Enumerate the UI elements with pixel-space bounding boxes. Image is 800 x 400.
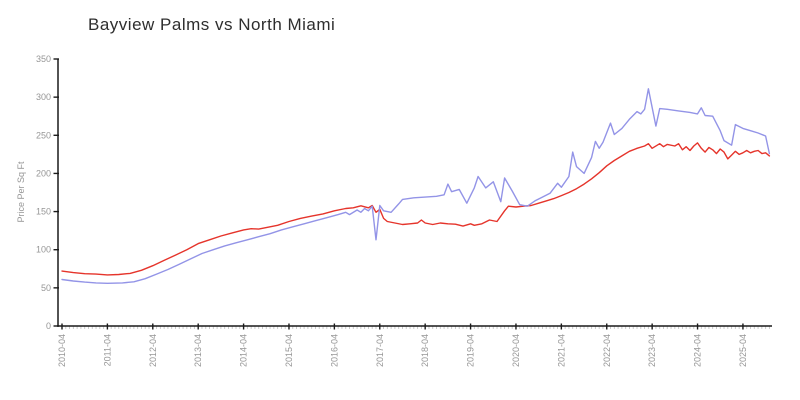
y-tick-label: 200: [36, 168, 51, 178]
x-tick-label: 2011-04: [102, 334, 112, 366]
y-tick-label: 150: [36, 207, 51, 217]
x-tick-label: 2023-04: [647, 334, 657, 367]
axis-tick-labels: 0 50 100 150 200 250 300 350 2010-04 2011-04 2012-…: [36, 54, 748, 367]
x-tick-label: 2018-04: [420, 334, 430, 367]
x-tick-label: 2015-04: [284, 334, 294, 367]
x-tick-label: 2012-04: [148, 334, 158, 367]
x-tick-label: 2013-04: [193, 334, 203, 367]
y-tick-label: 100: [36, 245, 51, 255]
x-tick-label: 2016-04: [329, 334, 339, 367]
y-tick-label: 350: [36, 54, 51, 64]
x-tick-label: 2025-04: [738, 334, 748, 367]
x-tick-label: 2020-04: [511, 334, 521, 367]
y-axis-label: Price Per Sq Ft: [16, 161, 26, 223]
x-tick-label: 2014-04: [239, 334, 249, 367]
x-tick-label: 2017-04: [375, 334, 385, 367]
series-line-blue: [61, 88, 771, 284]
x-tick-label: 2019-04: [466, 334, 476, 367]
x-tick-label: 2022-04: [602, 334, 612, 367]
y-tick-label: 50: [41, 283, 51, 293]
axes: [57, 59, 772, 327]
y-tick-label: 0: [46, 321, 51, 331]
x-tick-label: 2021-04: [556, 334, 566, 367]
x-axis-minor-ticks: [61, 326, 770, 329]
x-tick-label: 2010-04: [57, 334, 67, 367]
y-tick-label: 250: [36, 130, 51, 140]
series-line-red: [61, 142, 771, 276]
axis-major-ticks: [53, 58, 744, 330]
x-tick-label: 2024-04: [693, 334, 703, 367]
y-tick-label: 300: [36, 92, 51, 102]
series-lines: [61, 88, 771, 284]
chart-title: Bayview Palms vs North Miami: [88, 15, 335, 34]
